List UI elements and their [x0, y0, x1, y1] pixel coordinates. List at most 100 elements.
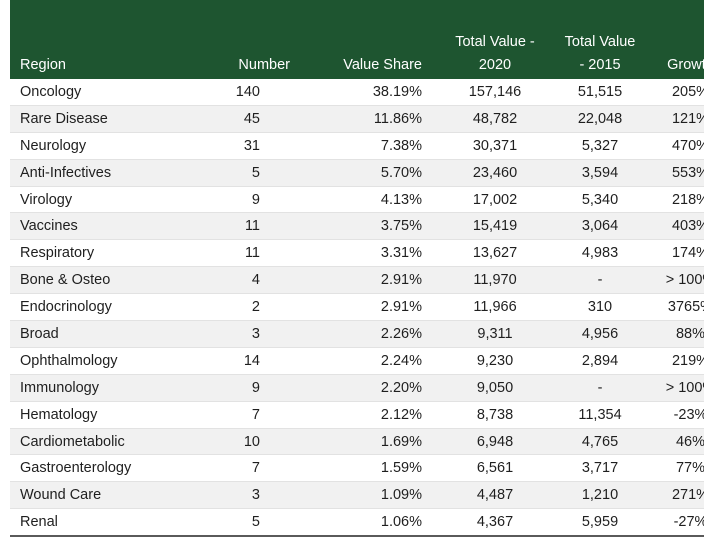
cell-growth: 470%	[671, 137, 704, 154]
cell-total-value-2020: 6,561	[476, 460, 514, 477]
header-total-value-2020-line1: Total Value -	[455, 34, 535, 50]
cell-number: 4	[251, 272, 260, 289]
header-number: Number	[238, 57, 290, 73]
table-row: Anti-Infectives 5 5.70% 23,460 3,594 553%	[10, 159, 704, 187]
table-row: Rare Disease 45 11.86% 48,782 22,048 121%	[10, 105, 704, 133]
cell-total-value-2020: 157,146	[468, 83, 522, 100]
cell-region: Neurology	[20, 137, 87, 154]
cell-value-share: 1.06%	[380, 514, 422, 531]
cell-growth: > 100%	[665, 379, 704, 396]
cell-total-value-2015: 5,340	[581, 191, 619, 208]
cell-total-value-2020: 9,050	[476, 379, 514, 396]
cell-total-value-2015: 4,956	[581, 325, 619, 342]
cell-region: Anti-Infectives	[20, 164, 112, 181]
cell-growth: 3765%	[667, 299, 704, 316]
cell-region: Respiratory	[20, 245, 95, 262]
cell-region: Virology	[20, 191, 73, 208]
cell-total-value-2015: 51,515	[577, 83, 623, 100]
cell-total-value-2015: 11,354	[578, 406, 622, 423]
cell-value-share: 38.19%	[372, 83, 422, 100]
table-row: Renal 5 1.06% 4,367 5,959 -27%	[10, 508, 704, 537]
cell-total-value-2020: 17,002	[472, 191, 518, 208]
cell-total-value-2020: 9,230	[476, 352, 514, 369]
cell-growth: 88%	[675, 325, 704, 342]
cell-total-value-2020: 11,966	[473, 299, 517, 316]
table-row: Wound Care 3 1.09% 4,487 1,210 271%	[10, 481, 704, 509]
cell-region: Endocrinology	[20, 299, 112, 316]
cell-region: Oncology	[20, 83, 82, 100]
cell-value-share: 5.70%	[380, 164, 422, 181]
table-row: Bone & Osteo 4 2.91% 11,970 - > 100%	[10, 266, 704, 294]
cell-region: Vaccines	[20, 218, 78, 235]
table-row: Cardiometabolic 10 1.69% 6,948 4,765 46%	[10, 428, 704, 455]
cell-total-value-2015: 2,894	[581, 352, 619, 369]
region-value-table: Region Number Value Share Total Value - …	[10, 0, 704, 537]
cell-growth: 271%	[671, 487, 704, 504]
cell-number: 45	[243, 110, 260, 127]
header-value-share: Value Share	[343, 57, 422, 73]
cell-total-value-2015: 310	[587, 299, 613, 316]
table-row: Endocrinology 2 2.91% 11,966 310 3765%	[10, 293, 704, 321]
cell-growth: 219%	[671, 352, 704, 369]
header-total-value-2015: Total Value - 2015	[554, 0, 646, 79]
cell-total-value-2020: 6,948	[476, 433, 514, 450]
cell-number: 7	[251, 406, 260, 423]
cell-number: 140	[235, 83, 260, 100]
cell-value-share: 4.13%	[380, 191, 422, 208]
cell-value-share: 7.38%	[380, 137, 422, 154]
table-row: Virology 9 4.13% 17,002 5,340 218%	[10, 186, 704, 213]
cell-number: 11	[244, 218, 260, 235]
cell-value-share: 3.31%	[380, 245, 422, 262]
header-total-value-2015-line2: - 2015	[579, 57, 621, 73]
cell-growth: 46%	[675, 433, 704, 450]
cell-total-value-2015: 5,959	[581, 514, 619, 531]
cell-value-share: 11.86%	[373, 110, 422, 127]
cell-number: 14	[243, 352, 260, 369]
cell-growth: 205%	[671, 83, 704, 100]
table-row: Ophthalmology 14 2.24% 9,230 2,894 219%	[10, 347, 704, 375]
cell-value-share: 2.91%	[380, 272, 422, 289]
cell-total-value-2020: 8,738	[476, 406, 514, 423]
cell-region: Hematology	[20, 406, 98, 423]
cell-total-value-2015: 5,327	[581, 137, 619, 154]
cell-value-share: 1.69%	[380, 433, 422, 450]
cell-number: 11	[244, 245, 260, 262]
table-row: Respiratory 11 3.31% 13,627 4,983 174%	[10, 239, 704, 267]
cell-number: 31	[243, 137, 260, 154]
cell-total-value-2020: 30,371	[472, 137, 518, 154]
table-row: Immunology 9 2.20% 9,050 - > 100%	[10, 374, 704, 402]
cell-total-value-2020: 13,627	[472, 245, 518, 262]
cell-number: 7	[251, 460, 260, 477]
cell-total-value-2015: 3,717	[581, 460, 619, 477]
cell-total-value-2020: 9,311	[477, 325, 513, 342]
cell-total-value-2020: 11,970	[473, 272, 517, 289]
cell-region: Broad	[20, 325, 59, 342]
cell-total-value-2015: 3,594	[581, 164, 619, 181]
table-header: Region Number Value Share Total Value - …	[10, 0, 704, 79]
table-row: Oncology 140 38.19% 157,146 51,515 205%	[10, 79, 704, 106]
table-row: Broad 3 2.26% 9,311 4,956 88%	[10, 320, 704, 348]
cell-value-share: 2.91%	[380, 299, 422, 316]
cell-region: Renal	[20, 514, 58, 531]
cell-growth: -23%	[673, 406, 704, 423]
header-growth: Growth	[667, 57, 704, 73]
cell-total-value-2015: -	[597, 272, 603, 289]
data-table-container: Region Number Value Share Total Value - …	[10, 0, 704, 537]
header-total-value-2020-line2: 2020	[478, 57, 512, 73]
header-total-value-2020: Total Value - 2020	[436, 0, 554, 79]
table-row: Gastroenterology 7 1.59% 6,561 3,717 77%	[10, 454, 704, 482]
cell-value-share: 1.09%	[380, 487, 422, 504]
cell-total-value-2020: 15,419	[472, 218, 518, 235]
cell-total-value-2015: 22,048	[577, 110, 623, 127]
cell-growth: 403%	[671, 218, 704, 235]
cell-growth: > 100%	[665, 272, 704, 289]
cell-growth: 77%	[675, 460, 704, 477]
cell-number: 9	[251, 191, 260, 208]
table-row: Neurology 31 7.38% 30,371 5,327 470%	[10, 132, 704, 160]
cell-number: 10	[243, 433, 260, 450]
cell-total-value-2020: 4,487	[476, 487, 514, 504]
cell-growth: 121%	[671, 110, 704, 127]
cell-total-value-2015: 3,064	[581, 218, 619, 235]
cell-region: Immunology	[20, 379, 99, 396]
cell-growth: 174%	[671, 245, 704, 262]
